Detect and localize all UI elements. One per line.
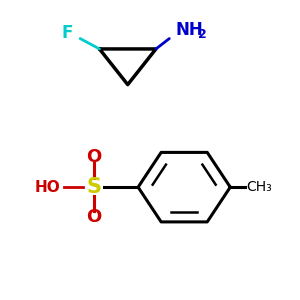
Text: CH₃: CH₃: [247, 180, 272, 194]
Text: NH: NH: [175, 21, 203, 39]
Text: S: S: [86, 177, 101, 197]
Text: HO: HO: [34, 180, 60, 195]
Text: F: F: [61, 24, 73, 42]
Text: 2: 2: [198, 28, 206, 40]
Text: O: O: [86, 208, 101, 226]
Text: O: O: [86, 148, 101, 166]
